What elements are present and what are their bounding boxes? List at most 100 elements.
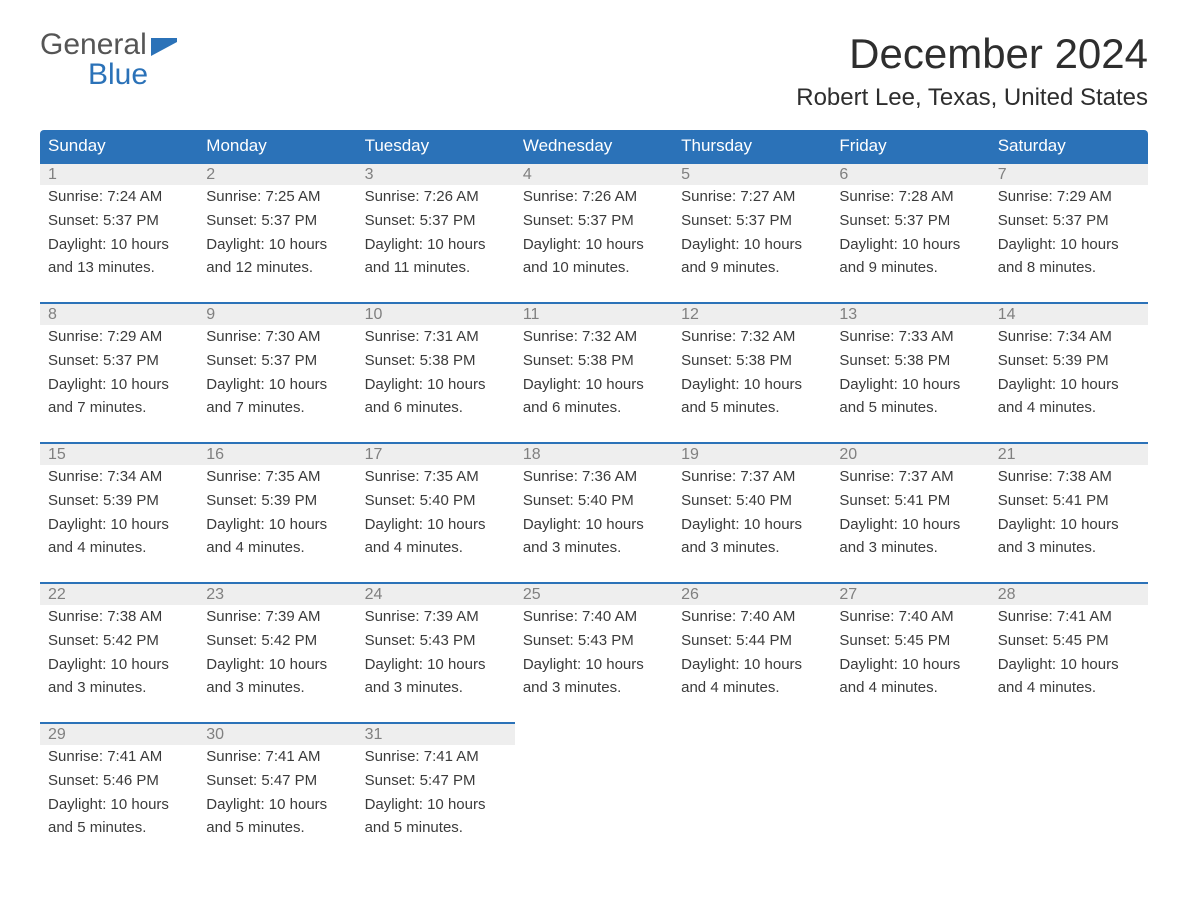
day-number: 5 [681,166,690,183]
day-dl2: and 3 minutes. [831,536,989,560]
day-sunset: Sunset: 5:37 PM [198,349,356,373]
weekday-header: Saturday [990,130,1148,162]
day-sunset: Sunset: 5:37 PM [357,209,515,233]
day-dl1: Daylight: 10 hours [990,373,1148,397]
day-sunrise: Sunrise: 7:37 AM [831,465,989,489]
day-sunset: Sunset: 5:44 PM [673,629,831,653]
day-num-cell: 22 [40,582,198,605]
day-dl2: and 4 minutes. [673,676,831,700]
day-number: 20 [839,446,857,463]
day-number: 18 [523,446,541,463]
day-dl1: Daylight: 10 hours [40,513,198,537]
day-sunrise: Sunrise: 7:40 AM [831,605,989,629]
day-number: 8 [48,306,57,323]
day-number: 29 [48,726,66,743]
day-sunset: Sunset: 5:37 PM [515,209,673,233]
day-num-cell: 19 [673,442,831,465]
day-sunset [990,769,1148,793]
day-dl1: Daylight: 10 hours [990,653,1148,677]
day-content-row: Sunrise: 7:24 AMSunrise: 7:25 AM Sunrise:… [40,185,1148,209]
day-dl2: and 5 minutes. [40,816,198,840]
day-dl1: Daylight: 10 hours [198,653,356,677]
day-sunrise [515,745,673,769]
week-daynum-row: 1234567 [40,162,1148,185]
day-content-row: Sunset: 5:46 PMSunset: 5:47 PMSunset: 5:… [40,769,1148,793]
day-dl2 [673,816,831,840]
week-daynum-row: 22232425262728 [40,582,1148,605]
day-sunrise: Sunrise: 7:41 AM [198,745,356,769]
day-dl1: Daylight: 10 hours [515,233,673,257]
day-number: 30 [206,726,224,743]
day-dl1: Daylight: 10 hours [831,373,989,397]
day-content-row: Sunrise: 7:34 AMSunrise: 7:35 AMSunrise:… [40,465,1148,489]
day-sunset: Sunset: 5:37 PM [198,209,356,233]
weekday-header: Monday [198,130,356,162]
day-num-cell [673,722,831,745]
day-sunset: Sunset: 5:43 PM [515,629,673,653]
day-content-row: Sunrise: 7:29 AMSunrise: 7:30 AMSunrise:… [40,325,1148,349]
day-dl1 [515,793,673,817]
day-dl2: and 10 minutes. [515,256,673,280]
weekday-header: Sunday [40,130,198,162]
day-sunrise: Sunrise: 7:39 AM [198,605,356,629]
day-sunrise: Sunrise: 7:29 AM [990,185,1148,209]
day-content-row: Sunrise: 7:38 AMSunrise: 7:39 AMSunrise:… [40,605,1148,629]
day-number: 31 [365,726,383,743]
day-num-cell: 20 [831,442,989,465]
day-sunset [673,769,831,793]
day-sunset: Sunset: 5:42 PM [198,629,356,653]
day-dl1: Daylight: 10 hours [40,793,198,817]
day-sunrise: Sunrise: 7:24 AM [40,185,198,209]
day-content-row: Daylight: 10 hoursDaylight: 10 hoursDayl… [40,653,1148,677]
day-sunrise: Sunrise: 7:34 AM [40,465,198,489]
day-number: 16 [206,446,224,463]
day-sunrise: Sunrise: 7:38 AM [40,605,198,629]
day-dl2: and 3 minutes. [990,536,1148,560]
day-dl1: Daylight: 10 hours [673,653,831,677]
day-dl2: and 7 minutes. [198,396,356,420]
day-dl1: Daylight: 10 hours [198,373,356,397]
day-dl1: Daylight: 10 hours [357,513,515,537]
day-num-cell: 30 [198,722,356,745]
day-dl2: and 13 minutes. [40,256,198,280]
day-number: 10 [365,306,383,323]
day-sunrise: Sunrise: 7:30 AM [198,325,356,349]
day-number: 23 [206,586,224,603]
day-dl2: and 5 minutes. [357,816,515,840]
day-dl2: and 9 minutes. [831,256,989,280]
day-num-cell: 18 [515,442,673,465]
day-number: 12 [681,306,699,323]
day-sunset: Sunset: 5:37 PM [673,209,831,233]
day-number: 25 [523,586,541,603]
day-dl1 [990,793,1148,817]
day-dl1: Daylight: 10 hours [40,653,198,677]
day-content-row: and 7 minutes.and 7 minutes.and 6 minute… [40,396,1148,420]
day-content-row: Sunset: 5:42 PMSunset: 5:42 PM Sunset: 5:… [40,629,1148,653]
day-num-cell: 6 [831,162,989,185]
day-sunrise: Sunrise: 7:36 AM [515,465,673,489]
day-dl2: and 4 minutes. [831,676,989,700]
day-sunrise: Sunrise: 7:26 AM [515,185,673,209]
day-sunrise [831,745,989,769]
day-num-cell: 16 [198,442,356,465]
day-number: 17 [365,446,383,463]
day-sunset: Sunset: 5:42 PM [40,629,198,653]
day-sunset: Sunset: 5:37 PM [990,209,1148,233]
day-num-cell: 31 [357,722,515,745]
day-content-row: Sunset: 5:37 PMSunset: 5:37 PMSunset: 5:… [40,209,1148,233]
day-content-row: Daylight: 10 hoursDaylight: 10 hoursDayl… [40,373,1148,397]
day-dl2: and 3 minutes. [198,676,356,700]
day-num-cell: 1 [40,162,198,185]
day-sunrise: Sunrise: 7:38 AM [990,465,1148,489]
day-sunrise: Sunrise: 7:28 AM [831,185,989,209]
day-dl1 [673,793,831,817]
month-title: December 2024 [796,30,1148,78]
day-dl2: and 3 minutes. [673,536,831,560]
day-sunset: Sunset: 5:37 PM [40,349,198,373]
day-dl2: and 3 minutes. [515,676,673,700]
day-sunrise: Sunrise: 7:25 AM [198,185,356,209]
week-daynum-row: 891011121314 [40,302,1148,325]
location: Robert Lee, Texas, United States [796,84,1148,112]
day-sunrise: Sunrise: 7:39 AM [357,605,515,629]
day-dl2: and 12 minutes. [198,256,356,280]
